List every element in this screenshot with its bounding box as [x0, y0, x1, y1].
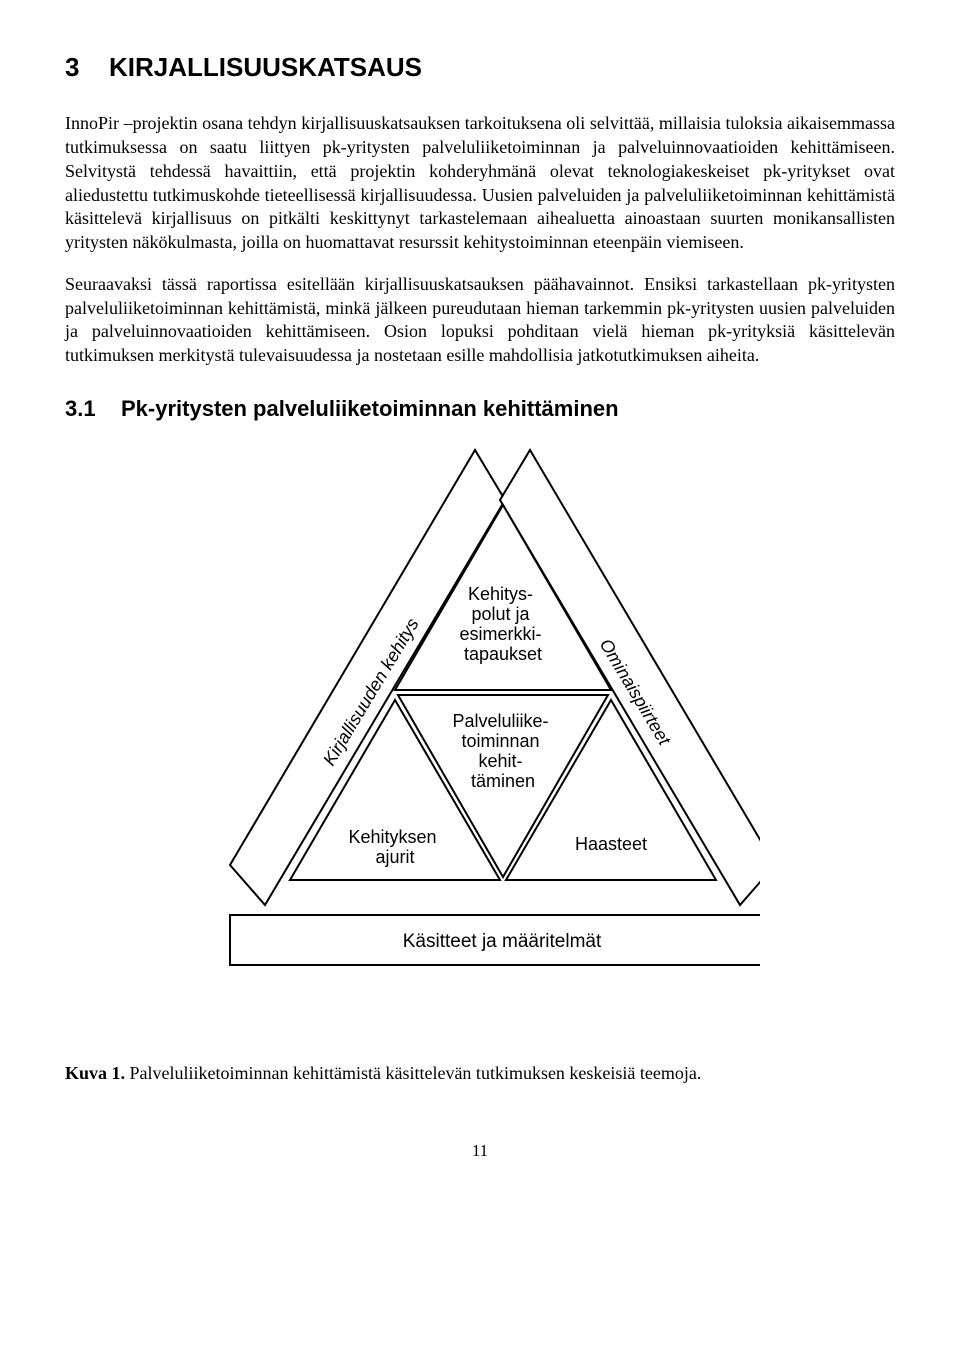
paragraph-1: InnoPir –projektin osana tehdyn kirjalli…: [65, 112, 895, 255]
figure-caption-label: Kuva 1.: [65, 1063, 125, 1083]
triangle-diagram: Kirjallisuuden kehitys Ominaispiirteet K…: [200, 445, 760, 1005]
section-number: 3.1: [65, 394, 121, 423]
figure-caption: Kuva 1. Palveluliiketoiminnan kehittämis…: [65, 1062, 895, 1086]
chapter-heading: 3KIRJALLISUUSKATSAUS: [65, 50, 895, 84]
top-triangle-label: Kehitys- polut ja esimerkki- tapaukset: [459, 584, 546, 664]
base-rectangle-label: Käsitteet ja määritelmät: [403, 931, 602, 952]
page-number: 11: [65, 1140, 895, 1162]
section-heading: 3.1Pk-yritysten palveluliiketoiminnan ke…: [65, 394, 895, 423]
chapter-number: 3: [65, 50, 109, 84]
section-title: Pk-yritysten palveluliiketoiminnan kehit…: [121, 396, 619, 421]
chapter-title: KIRJALLISUUSKATSAUS: [109, 52, 422, 82]
figure-1: Kirjallisuuden kehitys Ominaispiirteet K…: [65, 445, 895, 1012]
figure-caption-text: Palveluliiketoiminnan kehittämistä käsit…: [125, 1063, 701, 1083]
paragraph-2: Seuraavaksi tässä raportissa esitellään …: [65, 273, 895, 368]
bottom-right-triangle-label: Haasteet: [575, 834, 647, 854]
